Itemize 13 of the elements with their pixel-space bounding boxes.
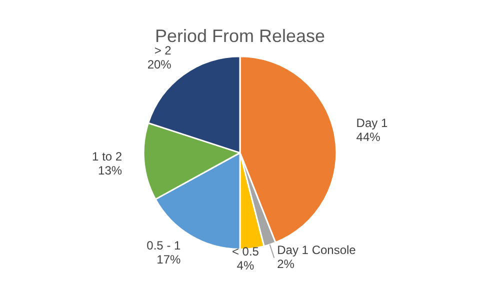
slice-label: 0.5 - 1 — [146, 238, 182, 252]
data-label: 44% — [356, 130, 381, 144]
data-label: 20% — [147, 58, 172, 72]
slice-label: > 2 — [154, 44, 172, 58]
slice-label: Day 1 — [356, 116, 388, 130]
slice-label: < 0.5 — [232, 244, 260, 259]
slice-label: 1 to 2 — [92, 149, 122, 164]
slice-label: Day 1 Console — [277, 243, 356, 258]
data-label: 13% — [98, 163, 122, 178]
data-label: 4% — [236, 258, 254, 273]
chart-title: Period From Release — [154, 26, 326, 46]
data-label: 2% — [277, 257, 295, 272]
data-label: 17% — [156, 252, 182, 266]
